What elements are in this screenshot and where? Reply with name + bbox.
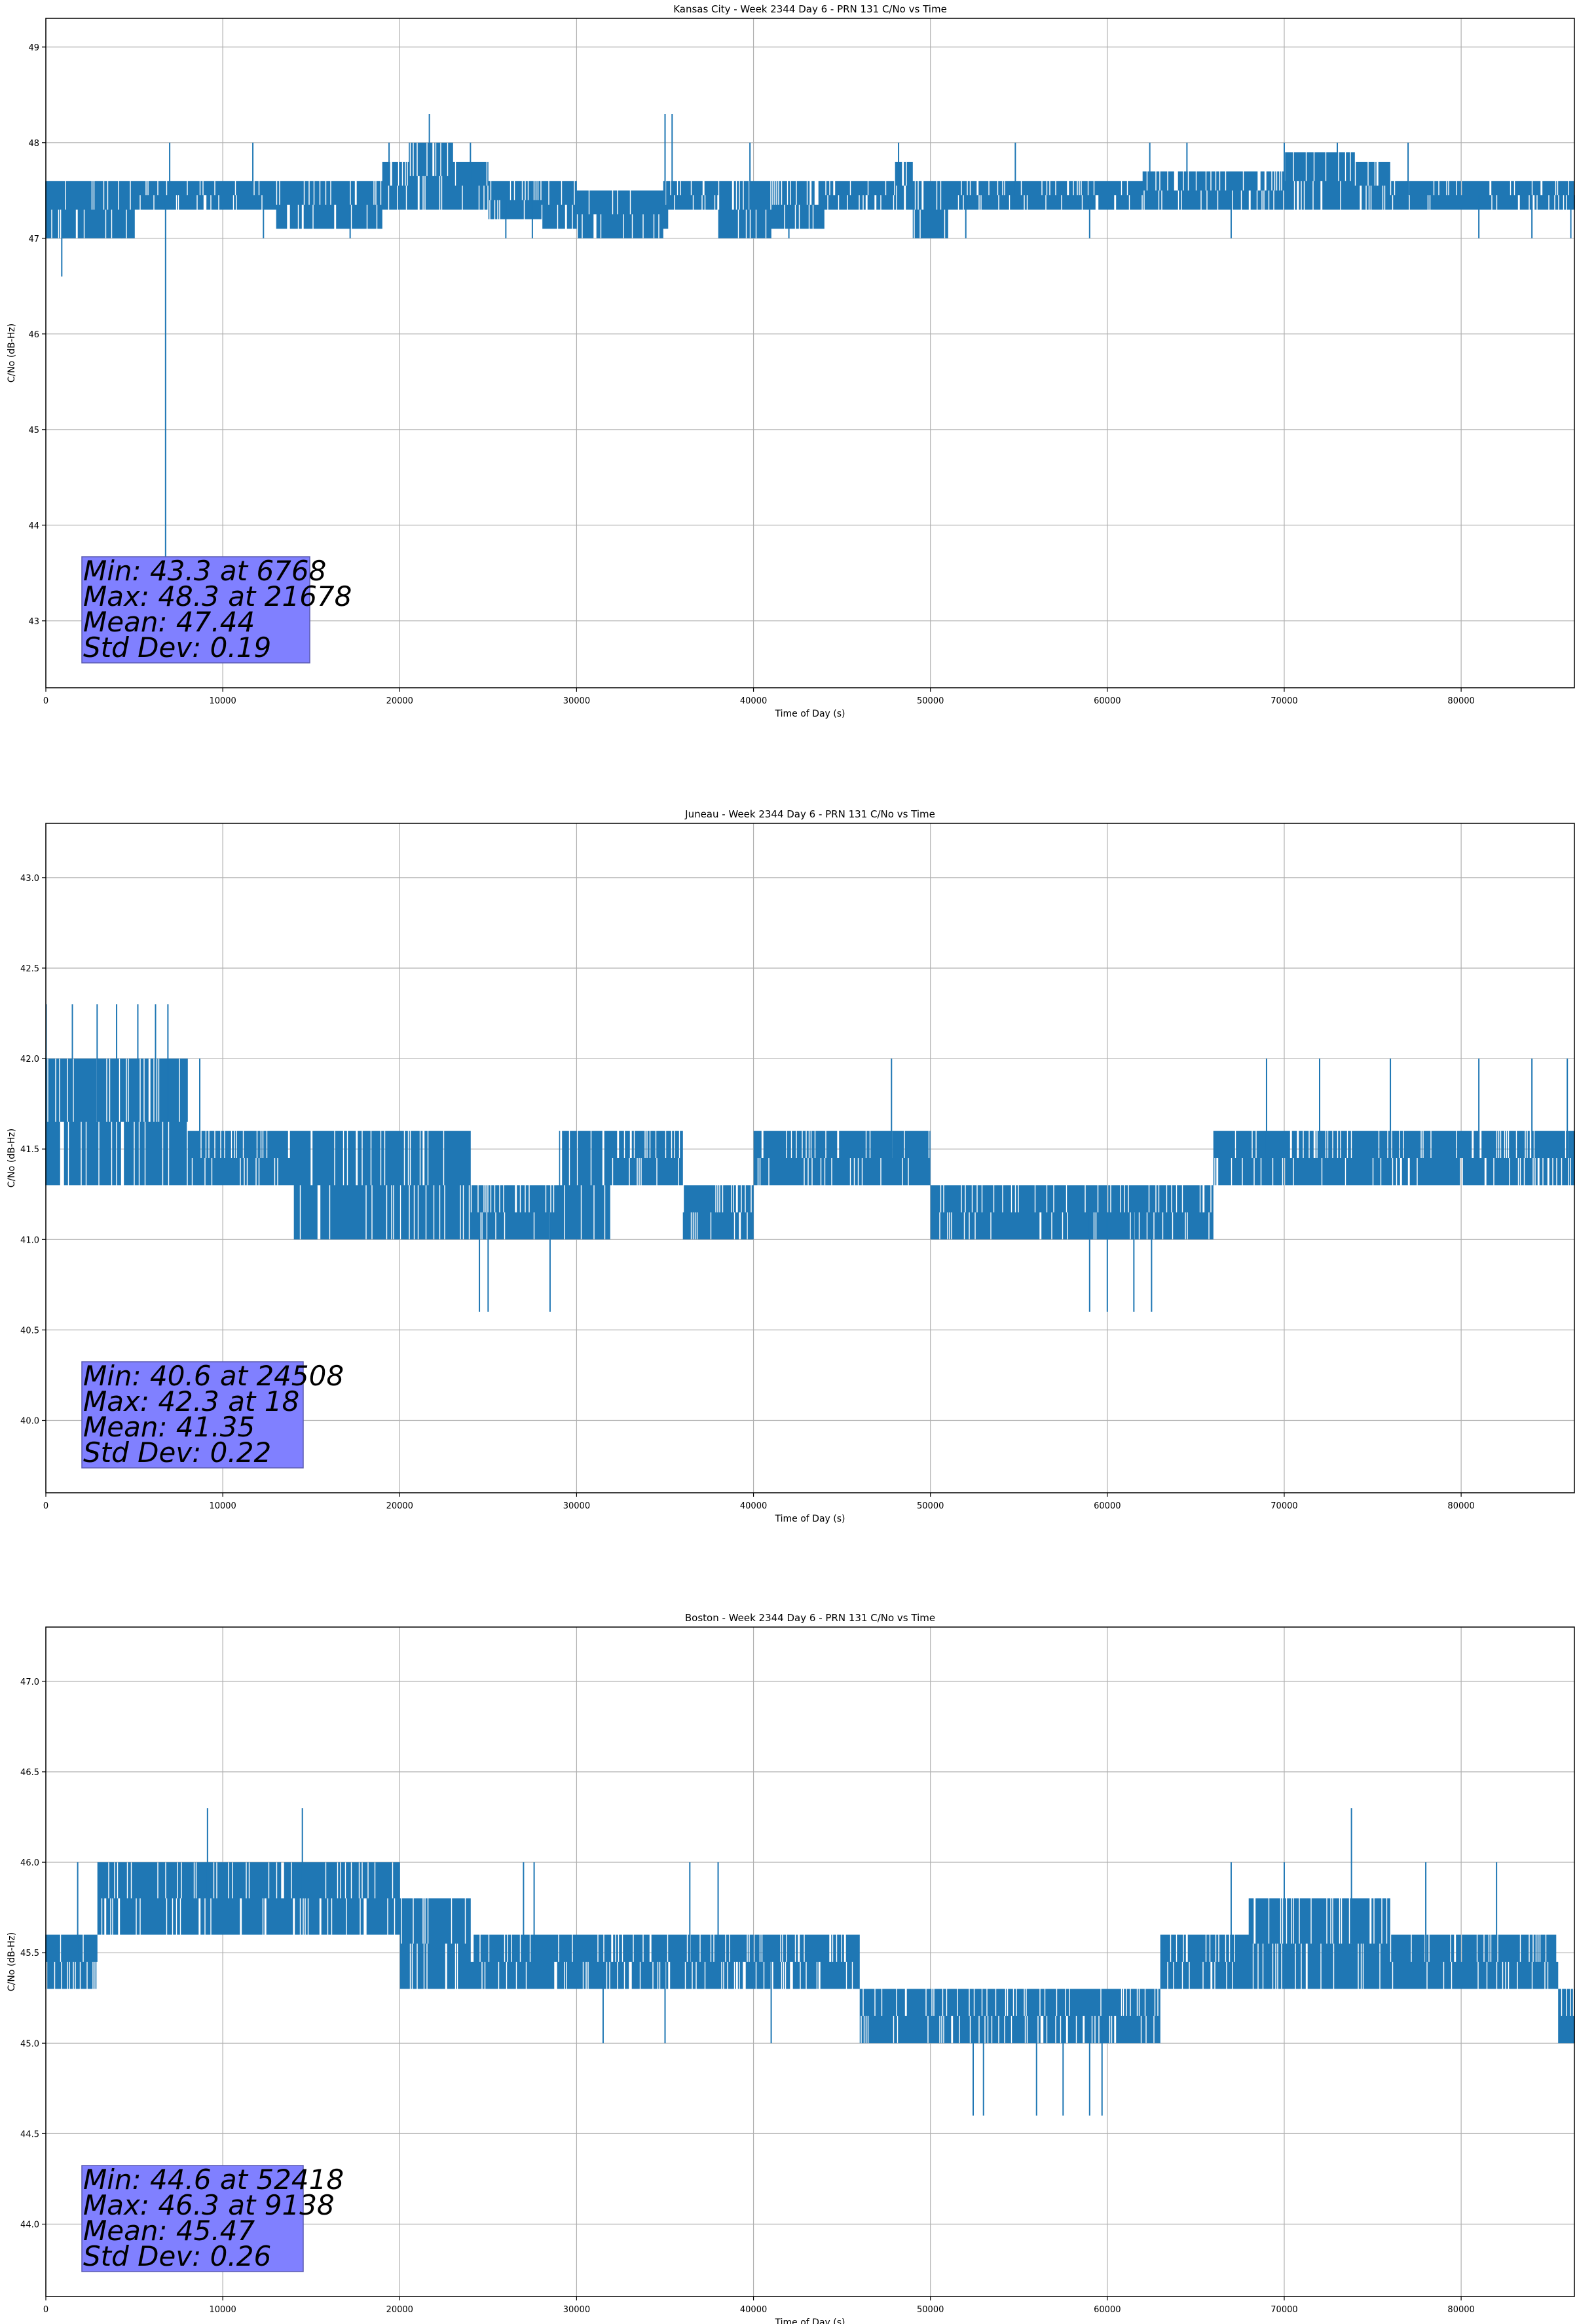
chart-title: Boston - Week 2344 Day 6 - PRN 131 C/No … (685, 1612, 935, 1624)
y-tick-label: 47 (28, 234, 39, 244)
chart-title: Kansas City - Week 2344 Day 6 - PRN 131 … (673, 3, 947, 15)
y-tick-label: 46.5 (20, 1768, 39, 1778)
y-tick-label: 43.0 (20, 874, 39, 884)
chart-panel-2: 0 10000 20000 30000 40000 50000 60000 70000 8000… (7, 808, 1575, 1524)
y-tick-label: 44.0 (20, 2221, 39, 2230)
chart-title: Juneau - Week 2344 Day 6 - PRN 131 C/No … (684, 808, 935, 820)
y-tick-label: 42.0 (20, 1055, 39, 1064)
stats-line-2: Max: 48.3 at 21678 (83, 580, 352, 612)
x-tick-label: 60000 (1094, 2305, 1121, 2315)
y-tick-label: 45.5 (20, 1949, 39, 1959)
x-tick-label: 20000 (386, 1501, 413, 1511)
y-tick-label: 46.0 (20, 1858, 39, 1868)
y-tick-label: 49 (28, 43, 39, 53)
stats-line-1: Min: 44.6 at 52418 (83, 2164, 344, 2196)
x-tick-label: 50000 (917, 2305, 944, 2315)
stats-box (81, 2165, 304, 2272)
y-tick-label: 44 (28, 521, 39, 531)
x-tick-label: 50000 (917, 1501, 944, 1511)
x-tick-label: 10000 (209, 1501, 236, 1511)
y-tick-label: 48 (28, 139, 39, 149)
y-axis-label: C/No (dB-Hz) (7, 1129, 17, 1188)
x-tick-label: 30000 (563, 696, 590, 706)
stats-line-1: Min: 40.6 at 24508 (83, 1360, 344, 1392)
stats-line-4: Std Dev: 0.26 (83, 2240, 271, 2272)
x-tick-label: 40000 (740, 2305, 767, 2315)
axes-frame (45, 823, 1575, 1493)
x-axis-label: Time of Day (s) (775, 1514, 845, 1524)
axes-frame (45, 18, 1575, 688)
stats-line-3: Mean: 41.35 (83, 1411, 255, 1443)
stats-line-2: Max: 46.3 at 9138 (83, 2189, 335, 2221)
y-tick-label: 44.5 (20, 2129, 39, 2139)
x-tick-label: 10000 (209, 2305, 236, 2315)
stats-line-2: Max: 42.3 at 18 (83, 1385, 299, 1417)
chart-panel-3: 0 10000 20000 30000 40000 50000 60000 70000 8000… (7, 1612, 1575, 2324)
x-axis-label: Time of Day (s) (775, 2317, 845, 2324)
y-tick-label: 40.0 (20, 1417, 39, 1427)
x-tick-label: 30000 (563, 2305, 590, 2315)
stats-line-3: Mean: 47.44 (83, 606, 255, 638)
stats-box (81, 556, 310, 664)
x-tick-label: 70000 (1271, 2305, 1297, 2315)
x-tick-label: 80000 (1447, 2305, 1474, 2315)
data-band (45, 142, 1575, 238)
x-tick-label: 0 (43, 696, 48, 706)
y-tick-label: 45 (28, 426, 39, 436)
stats-line-4: Std Dev: 0.22 (83, 1436, 271, 1469)
stats-line-3: Mean: 45.47 (83, 2215, 255, 2247)
y-tick-label: 41.5 (20, 1145, 39, 1155)
stats-line-1: Min: 43.3 at 6768 (83, 555, 326, 587)
stats-line-4: Std Dev: 0.19 (83, 631, 271, 664)
x-tick-label: 50000 (917, 696, 944, 706)
y-tick-label: 46 (28, 330, 39, 340)
data-series-line (45, 114, 1575, 592)
x-tick-label: 20000 (386, 2305, 413, 2315)
data-series-line (45, 1808, 1575, 2116)
x-tick-label: 30000 (563, 1501, 590, 1511)
x-tick-label: 0 (43, 2305, 48, 2315)
x-tick-label: 70000 (1271, 696, 1297, 706)
x-tick-label: 80000 (1447, 1501, 1474, 1511)
x-tick-label: 40000 (740, 1501, 767, 1511)
x-tick-label: 70000 (1271, 1501, 1297, 1511)
data-band (45, 1059, 1575, 1240)
chart-panel-1: 0 10000 20000 30000 40000 50000 60000 70000 8000… (7, 3, 1575, 719)
stats-box (81, 1361, 304, 1469)
y-axis-label: C/No (dB-Hz) (7, 324, 17, 383)
data-series-line (45, 1004, 1575, 1312)
x-tick-label: 60000 (1094, 1501, 1121, 1511)
y-tick-label: 47.0 (20, 1677, 39, 1687)
y-tick-label: 40.5 (20, 1326, 39, 1336)
x-tick-label: 10000 (209, 696, 236, 706)
y-tick-label: 45.0 (20, 2039, 39, 2049)
x-tick-label: 40000 (740, 696, 767, 706)
x-tick-label: 80000 (1447, 696, 1474, 706)
y-tick-label: 42.5 (20, 964, 39, 974)
x-axis-label: Time of Day (s) (775, 709, 845, 719)
y-tick-label: 43 (28, 617, 39, 627)
y-tick-label: 41.0 (20, 1235, 39, 1245)
x-tick-label: 20000 (386, 696, 413, 706)
x-tick-label: 0 (43, 1501, 48, 1511)
x-tick-label: 60000 (1094, 696, 1121, 706)
axes-frame (45, 1626, 1575, 2297)
y-axis-label: C/No (dB-Hz) (7, 1932, 17, 1991)
